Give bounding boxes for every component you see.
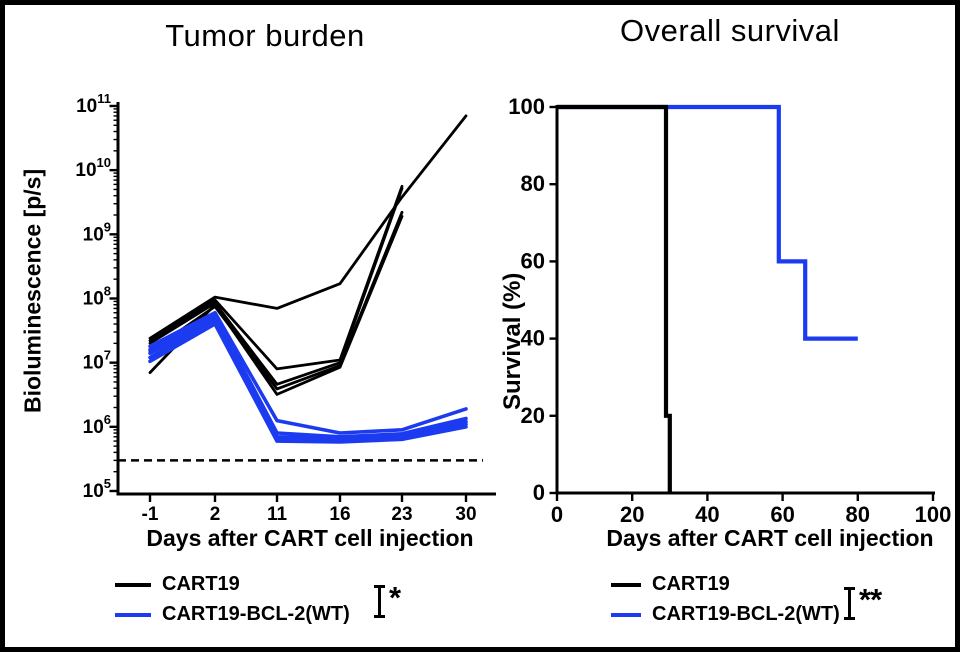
- legend-item: CART19: [611, 571, 840, 598]
- mouse-trace-CART19-BCL-2(WT): [148, 318, 468, 443]
- survival-curve-CART19: [557, 104, 672, 493]
- legend-line-swatch: [611, 612, 641, 617]
- legend-label: CART19: [652, 573, 730, 595]
- x-tick-label: -1: [142, 504, 159, 525]
- mouse-trace-CART19: [148, 114, 468, 340]
- axes: [555, 105, 935, 495]
- survival-chart: 0 20 40 60 80 100 0 20 40 60 80 100: [508, 94, 952, 527]
- x-tick-label: 16: [329, 504, 350, 525]
- axes: [116, 102, 496, 496]
- y-tick-label: 0: [533, 480, 545, 505]
- significance-marker: *: [373, 580, 401, 618]
- tumor-burden-legend: CART19 CART19-BCL-2(WT): [115, 571, 350, 628]
- y-tick-label: 100: [508, 94, 545, 119]
- y-tick-label: 106: [83, 412, 111, 438]
- x-tick-label: 80: [846, 502, 870, 527]
- legend-item: CART19-BCL-2(WT): [115, 601, 350, 628]
- significance-asterisks: *: [389, 580, 401, 615]
- y-tick-label: 80: [521, 171, 545, 196]
- x-tick-label: 60: [770, 502, 794, 527]
- survival-x-axis-label: Days after CART cell injection: [606, 525, 934, 551]
- y-tick-label: 60: [521, 248, 545, 273]
- legend-item: CART19: [115, 571, 350, 598]
- error-bar-icon: [843, 587, 856, 620]
- y-tick-label: 1010: [75, 155, 111, 181]
- y-tick-label: 1011: [76, 91, 111, 117]
- x-tick-label: 20: [620, 502, 644, 527]
- x-tick-label: 2: [210, 504, 221, 525]
- y-tick-label: 107: [83, 348, 111, 374]
- mouse-trace-CART19-BCL-2(WT): [148, 313, 468, 439]
- significance-marker: **: [843, 582, 882, 620]
- mouse-trace-CART19: [148, 210, 404, 391]
- survival-curve-CART19-BCL-2(WT): [557, 104, 858, 341]
- legend-line-swatch: [115, 612, 151, 617]
- x-tick-label: 11: [267, 504, 288, 525]
- y-tick-label: 40: [521, 326, 545, 351]
- legend-line-swatch: [115, 582, 151, 587]
- survival-legend: CART19 CART19-BCL-2(WT): [611, 571, 840, 628]
- legend-label: CART19-BCL-2(WT): [652, 603, 840, 625]
- legend-label: CART19: [162, 573, 240, 595]
- legend-label: CART19-BCL-2(WT): [162, 603, 350, 625]
- y-tick-label: 108: [83, 283, 111, 309]
- x-tick-label: 100: [915, 502, 952, 527]
- tumor-burden-title: Tumor burden: [165, 18, 365, 53]
- error-bar-icon: [373, 585, 386, 618]
- y-tick-label: 105: [83, 476, 111, 502]
- x-tick-label: 30: [455, 504, 476, 525]
- y-tick-label: 109: [83, 219, 111, 245]
- x-tick-label: 0: [551, 502, 563, 527]
- y-tick-label: 20: [521, 403, 545, 428]
- overall-survival-title: Overall survival: [620, 13, 840, 48]
- mouse-trace-CART19-BCL-2(WT): [148, 310, 468, 435]
- significance-asterisks: **: [859, 582, 882, 617]
- legend-line-swatch: [611, 582, 641, 587]
- tumor-burden-x-axis-label: Days after CART cell injection: [146, 525, 474, 551]
- mouse-trace-CART19-BCL-2(WT): [148, 322, 468, 444]
- mouse-trace-CART19: [148, 186, 404, 386]
- tumor-burden-chart: 105 106 107 108 109 1010 1011 -1 2 11 16 23 30: [75, 91, 496, 525]
- x-tick-label: 23: [391, 504, 412, 525]
- x-tick-label: 40: [695, 502, 719, 527]
- legend-item: CART19-BCL-2(WT): [611, 601, 840, 628]
